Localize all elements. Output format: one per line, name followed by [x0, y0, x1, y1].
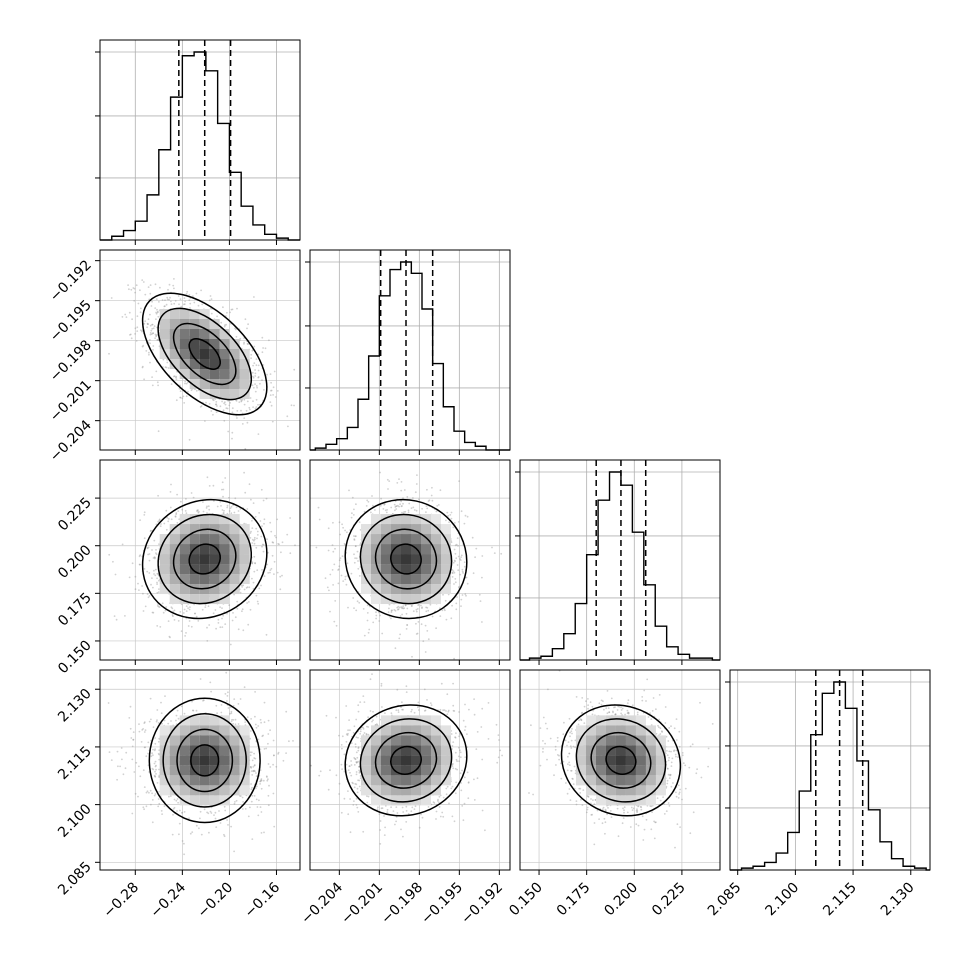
scatter-points: [528, 670, 714, 849]
density-contour: [141, 292, 268, 416]
histogram-panel-3: 2.085 2.100 2.115 2.130: [705, 669, 931, 920]
x-tick-label: −0.195: [418, 880, 466, 928]
histogram-bars: [310, 261, 510, 451]
x-tick-label: −0.28: [100, 880, 142, 922]
x-tick-label: 2.085: [705, 880, 745, 920]
density-contour: [359, 718, 453, 803]
x-tick-label: 0.200: [601, 880, 641, 920]
y-tick-label: −0.204: [47, 417, 95, 465]
y-tick-label: 0.150: [55, 637, 95, 677]
panel-frame: [729, 669, 931, 871]
panel-frame: [99, 669, 301, 871]
scatter-points: [107, 671, 294, 856]
density-contour: [172, 322, 237, 386]
x-tick-label: −0.204: [298, 879, 346, 927]
panel-frame: [309, 249, 511, 451]
scatter-panel-r2-c0: 0.225 0.200 0.175 0.150: [55, 459, 301, 677]
y-tick-label: −0.195: [47, 297, 95, 345]
density-contour: [172, 528, 237, 590]
x-tick-label: −0.24: [148, 879, 190, 921]
scatter-points: [310, 673, 503, 845]
x-tick-label: −0.192: [458, 880, 506, 928]
x-tick-label: −0.16: [242, 879, 284, 921]
y-tick-label: 2.130: [55, 686, 95, 726]
panel-frame: [309, 669, 511, 871]
density-contour: [188, 338, 221, 370]
density-contour: [157, 307, 253, 401]
scatter-panel-r2-c1: [309, 459, 511, 665]
density-contour: [141, 498, 268, 620]
histogram-bars: [520, 471, 720, 661]
density-contour: [590, 731, 652, 789]
density-contour: [560, 704, 682, 817]
y-tick-label: −0.192: [47, 257, 95, 305]
histogram-panel-1: [305, 249, 511, 455]
y-tick-label: −0.201: [47, 377, 95, 425]
y-tick-label: 2.085: [55, 859, 95, 899]
density-contour: [575, 718, 667, 803]
scatter-panel-r1-c0: −0.192−0.195−0.198−0.201−0.204: [47, 249, 301, 465]
y-tick-label: 2.100: [55, 801, 95, 841]
x-tick-label: 2.115: [820, 880, 860, 920]
scatter-points: [108, 278, 300, 450]
histogram-bars: [100, 51, 300, 241]
panel-frame: [99, 249, 301, 451]
x-tick-label: 0.225: [649, 880, 689, 920]
panel-frame: [309, 459, 511, 661]
x-tick-label: 0.150: [506, 880, 546, 920]
density-contour: [344, 498, 468, 620]
density-contour: [162, 713, 247, 808]
x-tick-label: −0.201: [338, 880, 386, 928]
density-contour: [148, 697, 261, 824]
density-contour: [605, 745, 637, 775]
density-contour: [344, 704, 468, 817]
y-tick-label: 0.225: [55, 495, 95, 535]
panel-frame: [519, 669, 721, 871]
density-contour: [390, 543, 422, 575]
scatter-panel-r3-c2: 0.150 0.175 0.200 0.225: [506, 669, 721, 920]
y-tick-label: −0.198: [47, 337, 95, 385]
y-tick-label: 0.200: [55, 542, 95, 582]
density-contour: [390, 745, 422, 775]
scatter-panel-r3-c0: −0.28 −0.24 −0.20 −0.16 2.130 2.115 2.100 2.085: [55, 669, 301, 922]
scatter-points: [108, 471, 296, 646]
x-tick-label: 0.175: [554, 880, 594, 920]
x-tick-label: −0.198: [378, 880, 426, 928]
x-tick-label: 2.100: [763, 880, 803, 920]
y-tick-label: 0.175: [55, 590, 95, 630]
panel-frame: [519, 459, 721, 661]
density-contour: [190, 744, 220, 777]
density-shading: [159, 309, 250, 399]
x-tick-label: 2.130: [878, 880, 918, 920]
density-contour: [157, 513, 253, 605]
scatter-panel-r3-c1: −0.204−0.201−0.198−0.195−0.192: [298, 669, 511, 928]
scatter-points: [315, 471, 503, 660]
panel-frame: [99, 39, 301, 241]
y-tick-label: 2.115: [55, 743, 95, 783]
density-contour: [374, 528, 438, 590]
histogram-bars: [730, 681, 930, 871]
density-contour: [374, 731, 438, 789]
histogram-panel-0: [95, 39, 301, 245]
density-contour: [188, 543, 221, 575]
density-contour: [176, 728, 234, 793]
panel-frame: [99, 459, 301, 661]
histogram-panel-2: [515, 459, 721, 665]
density-contour: [359, 513, 453, 605]
x-tick-label: −0.20: [195, 880, 237, 922]
